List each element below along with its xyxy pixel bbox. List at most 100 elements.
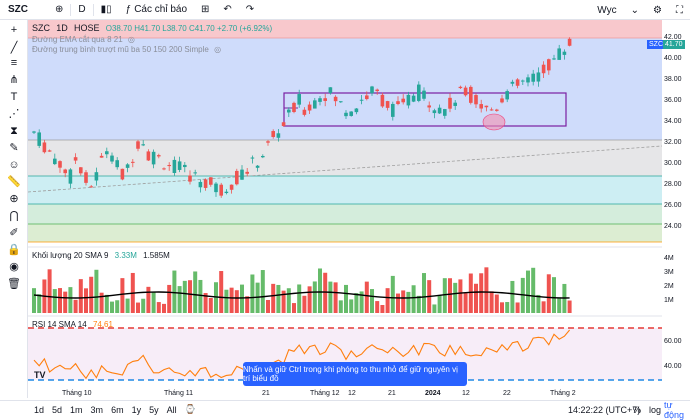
clock-time[interactable]: 14:22:22 (UTC+7) (568, 404, 641, 415)
eye-off-icon[interactable]: ◎ (214, 45, 222, 54)
range-all[interactable]: All (166, 404, 177, 415)
volume-bar (172, 270, 177, 313)
volume-bar (136, 302, 140, 313)
volume-bar (224, 289, 229, 313)
volume-bar (531, 267, 536, 313)
volume-bar (333, 282, 338, 313)
fib-icon[interactable]: ⧗ (10, 125, 18, 137)
candle-body (219, 184, 223, 196)
zoom-in-icon[interactable]: ⊕ (9, 193, 19, 205)
volume-bar (146, 286, 151, 313)
templates-icon[interactable]: ⊞ (201, 4, 210, 15)
range-5d[interactable]: 5d (52, 404, 63, 415)
ruler-icon[interactable]: 📏 (7, 176, 21, 188)
brush-icon[interactable]: ✎ (9, 142, 19, 154)
volume-bar (162, 303, 166, 313)
tradingview-logo[interactable]: TV (34, 370, 46, 380)
volume-bar (448, 278, 452, 313)
candle-body (422, 90, 426, 99)
zone-light-green (28, 224, 662, 242)
volume-bar (385, 288, 390, 313)
auto-toggle[interactable]: tự động (664, 399, 685, 420)
trash-icon[interactable]: 🗑 (7, 278, 21, 290)
volume-bar (208, 298, 213, 313)
price-chart[interactable]: TV (28, 20, 662, 398)
candle-body (375, 89, 379, 92)
sma-label: Đường trung bình trượt mũ ba 50 150 200 … (32, 45, 209, 54)
lock-drawing-icon[interactable]: ✐ (9, 227, 19, 239)
volume-value-1: 3.33M (114, 251, 137, 260)
range-1y[interactable]: 1y (131, 404, 142, 415)
candle-body (297, 94, 301, 105)
candle-body (526, 77, 530, 83)
log-toggle[interactable]: log (649, 404, 662, 415)
time-label: Tháng 12 (310, 390, 340, 397)
pitchfork-icon[interactable]: ⋔ (9, 74, 19, 86)
indicators-button[interactable]: ƒ Các chỉ báo (119, 0, 194, 20)
volume-group (32, 267, 572, 313)
eye-icon[interactable]: ◉ (9, 261, 19, 273)
settings-icon[interactable]: ⚙ (653, 4, 662, 16)
rsi-label: RSI 14 SMA 14 (32, 320, 87, 329)
ema-legend[interactable]: Đường EMA cắt qua 8 21 ◎ (32, 35, 135, 44)
emoji-icon[interactable]: ☺ (8, 159, 20, 171)
volume-bar (458, 279, 463, 313)
candle-body (391, 103, 395, 117)
price-axis[interactable]: 42.00 40.00 38.00 36.00 34.00 32.00 30.00 28.00… (662, 20, 690, 398)
candle-body (58, 161, 62, 168)
range-5y[interactable]: 5y (149, 404, 159, 415)
volume-bar (110, 301, 114, 313)
volume-bar (505, 302, 510, 313)
candle-body (37, 132, 41, 146)
range-3m[interactable]: 3m (90, 404, 104, 415)
price-tick: 32.00 (664, 139, 682, 146)
horizontal-lines-icon[interactable]: ≡ (10, 57, 18, 69)
add-symbol-icon[interactable]: ⊕ (55, 4, 64, 15)
crosshair-icon[interactable]: + (10, 24, 18, 36)
price-tick: 42.00 (664, 34, 682, 41)
candle-body (177, 161, 182, 170)
volume-bar (52, 289, 57, 313)
price-legend: SZC 1D HOSE O38.70 H41.70 L38.70 C41.70 … (32, 23, 272, 33)
trend-line-icon[interactable]: ╱ (10, 42, 18, 54)
eye-off-icon[interactable]: ◎ (127, 35, 135, 44)
percent-toggle[interactable]: % (633, 404, 642, 415)
layout-name-button[interactable]: Wyc (597, 4, 617, 16)
redo-icon[interactable]: ↷ (245, 4, 255, 15)
undo-icon[interactable]: ↶ (223, 4, 232, 15)
fullscreen-icon[interactable]: ⛶ (676, 4, 683, 16)
volume-bar (437, 295, 442, 313)
candle-body (401, 98, 405, 103)
pattern-icon[interactable]: ⋰ (8, 108, 20, 120)
volume-bar (442, 278, 447, 313)
chevron-down-icon[interactable]: ⌄ (630, 4, 640, 16)
lock-icon[interactable]: 🔒 (7, 244, 21, 256)
legend-change: +2.70 (+6.92%) (216, 24, 273, 33)
rsi-legend[interactable]: RSI 14 SMA 14 74.61 (32, 320, 113, 329)
magnet-icon[interactable]: ⋂ (9, 210, 19, 222)
volume-legend[interactable]: Khối lượng 20 SMA 9 3.33M 1.585M (32, 251, 170, 260)
range-1d[interactable]: 1d (34, 404, 45, 415)
interval-button[interactable]: D (78, 4, 86, 15)
volume-bar (364, 281, 369, 313)
sma-legend[interactable]: Đường trung bình trượt mũ ba 50 150 200 … (32, 45, 221, 54)
candle-style-icon[interactable]: ▮▯ (100, 4, 112, 15)
candle-body (302, 109, 307, 115)
calendar-icon[interactable]: ⌚ (184, 404, 196, 414)
range-1m[interactable]: 1m (70, 404, 83, 415)
text-tool-icon[interactable]: T (10, 91, 18, 103)
bottom-toolbar: 1d 5d 1m 3m 6m 1y 5y All ⌚ 14:22:22 (UTC+7) % l… (0, 399, 690, 420)
legend-symbol[interactable]: SZC (32, 23, 50, 33)
candle-body (552, 58, 556, 60)
volume-bar (78, 279, 83, 313)
volume-bar (541, 301, 546, 313)
symbol-search-button[interactable]: SZC (8, 4, 28, 15)
volume-tick: 2M (664, 283, 674, 290)
price-tick: 40.00 (664, 55, 682, 62)
candle-body (287, 109, 291, 113)
price-tick: 34.00 (664, 118, 682, 125)
highlight-ellipse[interactable] (482, 113, 506, 131)
range-6m[interactable]: 6m (111, 404, 124, 415)
candle-body (359, 99, 364, 101)
trend-line[interactable] (28, 145, 662, 193)
